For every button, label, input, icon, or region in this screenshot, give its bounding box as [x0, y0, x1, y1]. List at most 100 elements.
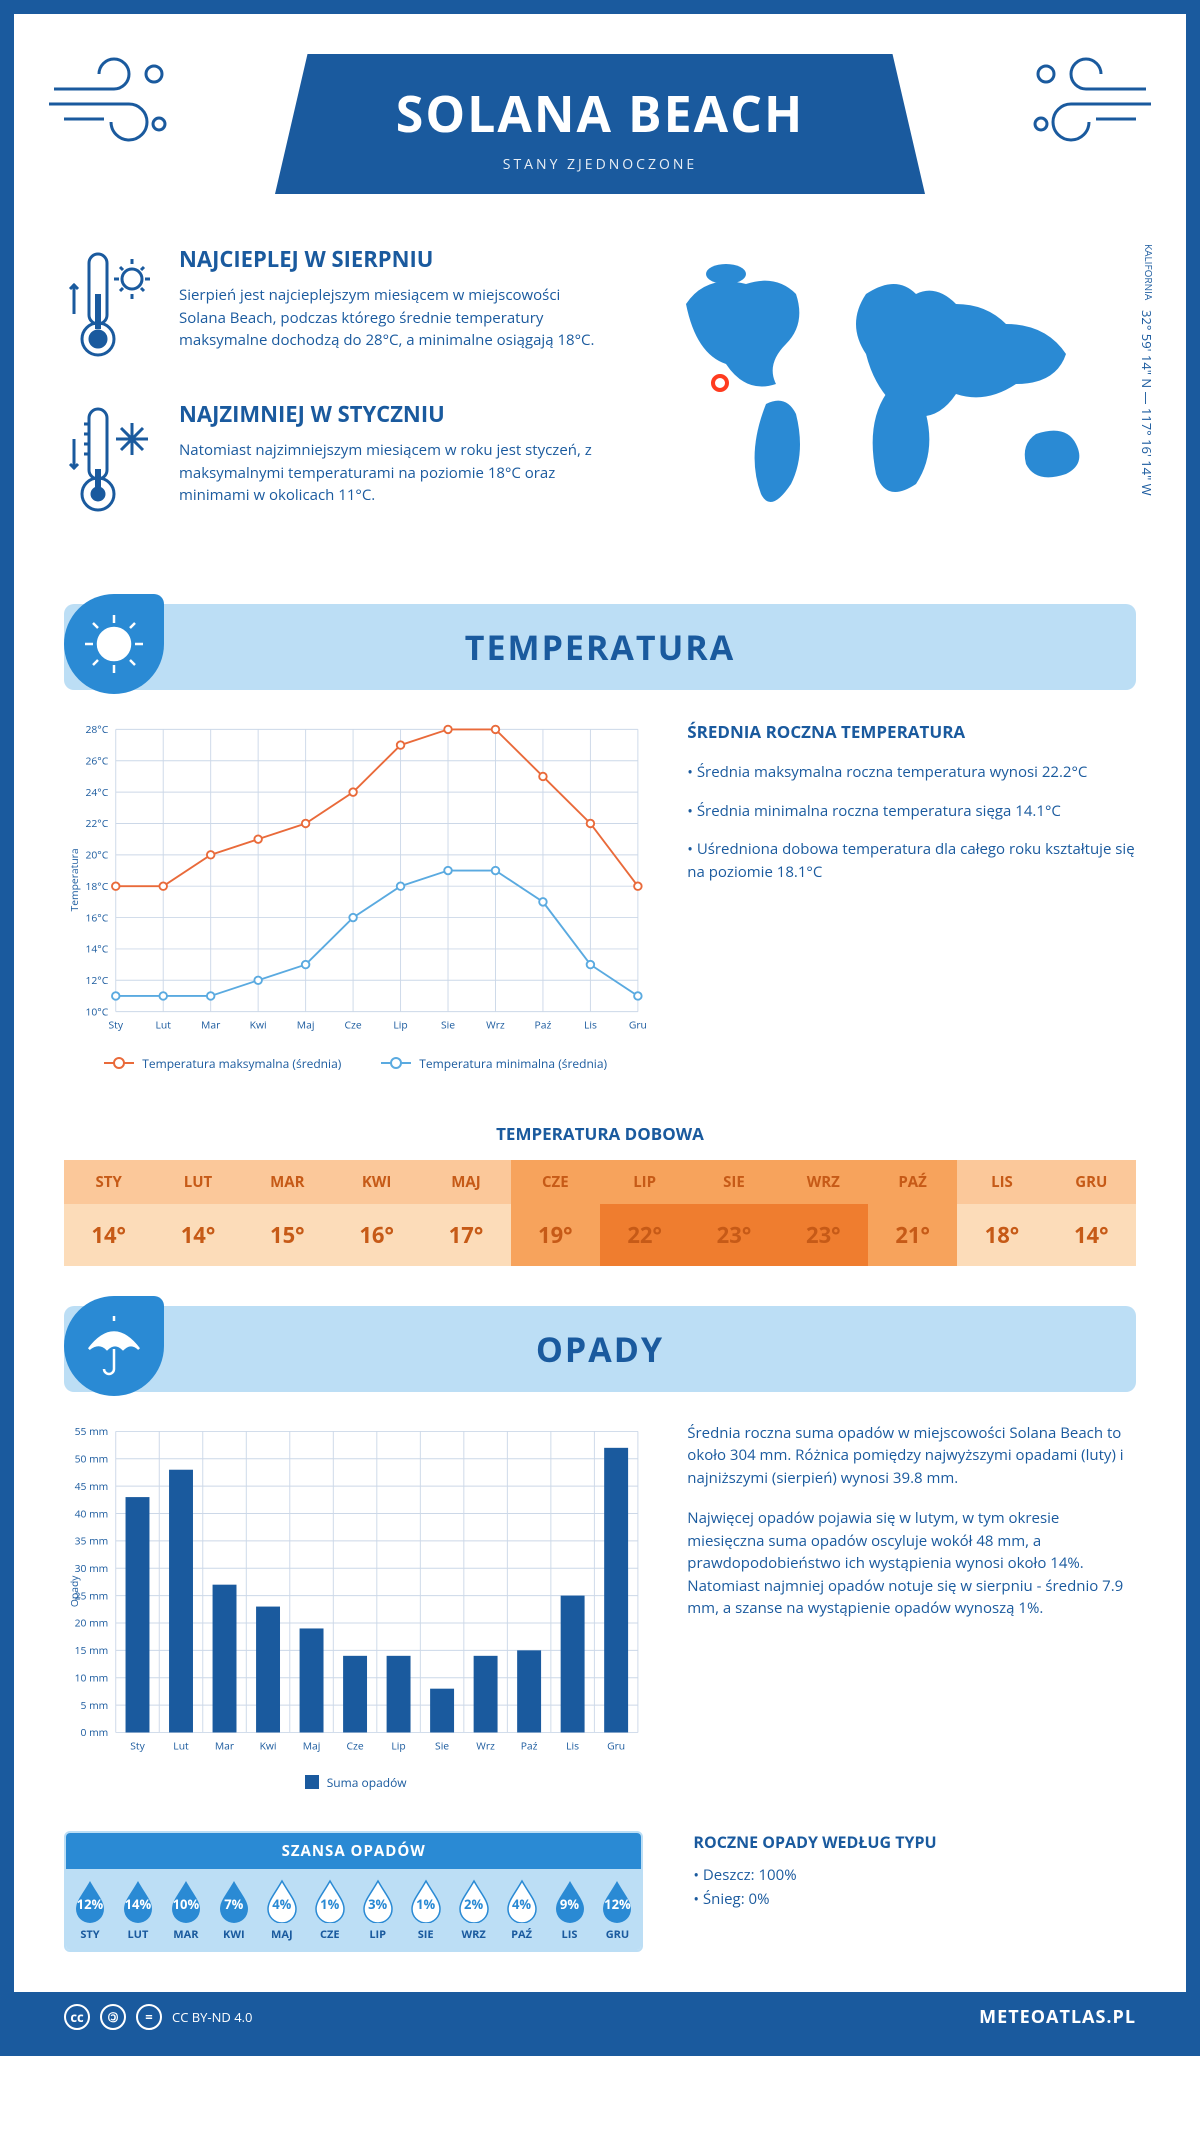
svg-text:40 mm: 40 mm: [75, 1507, 109, 1521]
legend-max: Temperatura maksymalna (średnia): [142, 1055, 341, 1072]
chance-col: 2% WRZ: [450, 1869, 498, 1950]
svg-text:0 mm: 0 mm: [80, 1726, 108, 1740]
precip-title: OPADY: [84, 1326, 1116, 1372]
svg-text:Kwi: Kwi: [250, 1019, 267, 1033]
coords-value: 32° 59' 14" N — 117° 16' 14" W: [1138, 310, 1156, 496]
legend-min: Temperatura minimalna (średnia): [419, 1055, 607, 1072]
svg-text:Lut: Lut: [173, 1739, 189, 1753]
svg-text:Maj: Maj: [297, 1019, 315, 1033]
hot-text: Sierpień jest najcieplejszym miesiącem w…: [179, 284, 596, 352]
temperature-title: TEMPERATURA: [84, 624, 1116, 670]
chance-col: 4% MAJ: [258, 1869, 306, 1950]
daily-col: SIE 23°: [689, 1160, 778, 1266]
svg-text:Lip: Lip: [391, 1739, 405, 1753]
svg-text:10 mm: 10 mm: [75, 1671, 109, 1685]
chance-col: 14% LUT: [114, 1869, 162, 1950]
svg-text:Lis: Lis: [566, 1739, 579, 1753]
svg-text:22°C: 22°C: [85, 817, 108, 831]
wind-icon-left: [44, 49, 184, 154]
daily-col: STY 14°: [64, 1160, 153, 1266]
daily-col: MAR 15°: [243, 1160, 332, 1266]
svg-text:24°C: 24°C: [85, 786, 108, 800]
svg-text:Sty: Sty: [108, 1019, 123, 1033]
svg-text:Gru: Gru: [629, 1019, 647, 1033]
svg-text:14°C: 14°C: [85, 943, 108, 957]
temp-aside-p3: • Uśredniona dobowa temperatura dla całe…: [687, 838, 1136, 883]
svg-text:Maj: Maj: [303, 1739, 321, 1753]
world-map: KALIFORNIA 32° 59' 14" N — 117° 16' 14" …: [636, 244, 1136, 554]
svg-text:5 mm: 5 mm: [80, 1699, 108, 1713]
temp-aside-p2: • Średnia minimalna roczna temperatura s…: [687, 800, 1136, 823]
page-subtitle: STANY ZJEDNOCZONE: [355, 155, 845, 174]
intro-section: NAJCIEPLEJ W SIERPNIU Sierpień jest najc…: [14, 224, 1186, 584]
daily-col: PAŹ 21°: [868, 1160, 957, 1266]
cold-text: Natomiast najzimniejszym miesiącem w rok…: [179, 439, 596, 507]
region-label: KALIFORNIA: [1138, 244, 1156, 300]
svg-text:Wrz: Wrz: [486, 1019, 505, 1033]
thermometer-hot-icon: [64, 244, 154, 369]
svg-text:Sie: Sie: [435, 1739, 449, 1753]
umbrella-icon: [64, 1296, 164, 1396]
hot-title: NAJCIEPLEJ W SIERPNIU: [179, 244, 596, 274]
chance-col: 3% LIP: [354, 1869, 402, 1950]
daily-col: WRZ 23°: [779, 1160, 868, 1266]
cc-icon: cc: [64, 2004, 90, 2030]
svg-text:28°C: 28°C: [85, 723, 108, 737]
cold-block: NAJZIMNIEJ W STYCZNIU Natomiast najzimni…: [64, 399, 596, 524]
svg-text:Mar: Mar: [215, 1739, 235, 1753]
site-name: METEOATLAS.PL: [979, 2005, 1136, 2029]
daily-col: MAJ 17°: [421, 1160, 510, 1266]
type-p1: • Deszcz: 100%: [693, 1863, 1136, 1887]
chance-col: 9% LIS: [546, 1869, 594, 1950]
svg-text:Paź: Paź: [535, 1019, 552, 1033]
svg-text:Temperatura: Temperatura: [68, 848, 82, 911]
precip-aside: Średnia roczna suma opadów w miejscowośc…: [687, 1422, 1136, 1791]
type-title: ROCZNE OPADY WEDŁUG TYPU: [693, 1831, 1136, 1853]
footer: cc 🄯 = CC BY-ND 4.0 METEOATLAS.PL: [14, 1992, 1186, 2042]
svg-text:30 mm: 30 mm: [75, 1562, 109, 1576]
temperature-chart: 10°C12°C14°C16°C18°C20°C22°C24°C26°C28°C…: [64, 720, 647, 1072]
chance-col: 12% GRU: [593, 1869, 641, 1950]
svg-text:Mar: Mar: [201, 1019, 221, 1033]
svg-text:Cze: Cze: [345, 1019, 362, 1033]
temperature-header: TEMPERATURA: [64, 604, 1136, 690]
chance-col: 10% MAR: [162, 1869, 210, 1950]
daily-temp-table: STY 14°LUT 14°MAR 15°KWI 16°MAJ 17°CZE 1…: [64, 1160, 1136, 1266]
svg-text:Sie: Sie: [441, 1019, 455, 1033]
svg-text:15 mm: 15 mm: [75, 1644, 109, 1658]
precip-p1: Średnia roczna suma opadów w miejscowośc…: [687, 1422, 1136, 1490]
svg-text:45 mm: 45 mm: [75, 1480, 109, 1494]
cold-title: NAJZIMNIEJ W STYCZNIU: [179, 399, 596, 429]
precip-legend: Suma opadów: [327, 1774, 407, 1791]
temp-aside-p1: • Średnia maksymalna roczna temperatura …: [687, 761, 1136, 784]
nd-icon: =: [136, 2004, 162, 2030]
chance-col: 1% SIE: [402, 1869, 450, 1950]
precip-type-aside: ROCZNE OPADY WEDŁUG TYPU • Deszcz: 100% …: [693, 1831, 1136, 1952]
wind-icon-right: [1016, 49, 1156, 154]
svg-text:Gru: Gru: [607, 1739, 625, 1753]
page-title: SOLANA BEACH: [355, 79, 845, 147]
chance-col: 1% CZE: [306, 1869, 354, 1950]
hot-block: NAJCIEPLEJ W SIERPNIU Sierpień jest najc…: [64, 244, 596, 369]
svg-text:20 mm: 20 mm: [75, 1617, 109, 1631]
daily-col: GRU 14°: [1047, 1160, 1136, 1266]
temp-aside-title: ŚREDNIA ROCZNA TEMPERATURA: [687, 720, 1136, 743]
svg-text:Kwi: Kwi: [260, 1739, 277, 1753]
license-text: CC BY-ND 4.0: [172, 2008, 252, 2026]
svg-text:Cze: Cze: [346, 1739, 363, 1753]
daily-col: LIS 18°: [957, 1160, 1046, 1266]
svg-text:10°C: 10°C: [85, 1005, 108, 1019]
thermometer-cold-icon: [64, 399, 154, 524]
chance-box: SZANSA OPADÓW 12% STY 14% LUT 10% MAR 7%…: [64, 1831, 643, 1952]
chance-col: 12% STY: [66, 1869, 114, 1950]
daily-col: CZE 19°: [511, 1160, 600, 1266]
svg-text:Paź: Paź: [521, 1739, 538, 1753]
chance-title: SZANSA OPADÓW: [66, 1833, 641, 1869]
svg-text:Wrz: Wrz: [476, 1739, 495, 1753]
svg-text:Lut: Lut: [156, 1019, 172, 1033]
daily-title: TEMPERATURA DOBOWA: [14, 1122, 1186, 1145]
header: SOLANA BEACH STANY ZJEDNOCZONE: [14, 14, 1186, 224]
daily-col: LIP 22°: [600, 1160, 689, 1266]
daily-col: LUT 14°: [153, 1160, 242, 1266]
svg-text:Lip: Lip: [393, 1019, 407, 1033]
